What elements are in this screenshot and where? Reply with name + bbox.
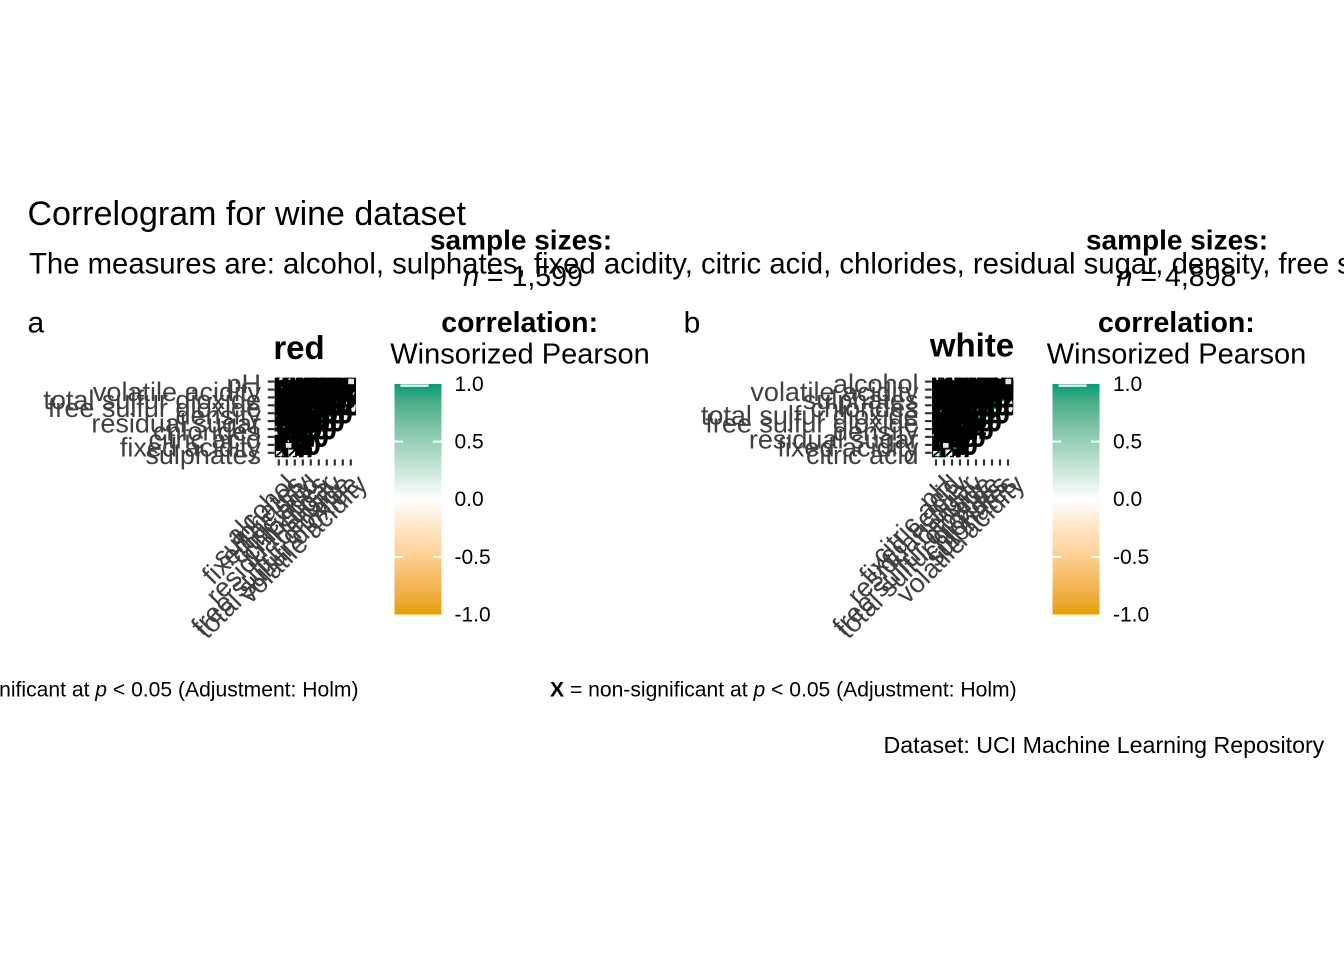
- svg-text:correlation:: correlation:: [441, 307, 598, 339]
- svg-text:residual sugar: residual sugar: [749, 424, 919, 454]
- svg-text:0.0: 0.0: [1113, 488, 1142, 511]
- svg-text:-1.0: -1.0: [1113, 604, 1149, 627]
- svg-text:sulphates: sulphates: [145, 440, 261, 470]
- svg-text:citric acid: citric acid: [148, 424, 261, 454]
- svg-text:-0.19: -0.19: [906, 423, 966, 453]
- svg-text:correlation:: correlation:: [1098, 307, 1255, 339]
- svg-text:Winsorized Pearson: Winsorized Pearson: [1047, 338, 1307, 370]
- svg-text:chlorides: chlorides: [810, 393, 918, 423]
- svg-text:1.00: 1.00: [293, 407, 345, 437]
- svg-text:0.11: 0.11: [254, 423, 304, 453]
- svg-text:alcohol: alcohol: [833, 369, 919, 399]
- svg-text:-0.20: -0.20: [249, 375, 309, 405]
- svg-text:1.00: 1.00: [261, 438, 313, 468]
- svg-text:1.0: 1.0: [1113, 373, 1142, 396]
- svg-text:volatile acidity: volatile acidity: [93, 377, 262, 407]
- svg-text:1.0: 1.0: [455, 373, 484, 396]
- svg-text:fixed acidity: fixed acidity: [777, 432, 919, 462]
- svg-text:pH: pH: [226, 369, 261, 399]
- svg-text:total sulfur dioxide: total sulfur dioxide: [43, 385, 261, 415]
- svg-text:0.06: 0.06: [285, 375, 337, 405]
- svg-text:total sulfur dioxide: total sulfur dioxide: [701, 401, 919, 431]
- svg-text:sample sizes:: sample sizes:: [430, 225, 612, 256]
- svg-text:1.00: 1.00: [918, 438, 970, 468]
- svg-text:0.04: 0.04: [253, 407, 305, 437]
- svg-text:X = non-significant at p < 0.0: X = non-significant at p < 0.05 (Adjustm…: [550, 679, 1017, 702]
- svg-text:residual sugar: residual sugar: [91, 409, 261, 439]
- svg-text:0.5: 0.5: [455, 431, 484, 454]
- svg-text:-0.78: -0.78: [938, 367, 998, 397]
- svg-text:n = 1,599: n = 1,599: [463, 261, 583, 293]
- svg-text:fixed acidity: fixed acidity: [120, 432, 262, 462]
- svg-text:volatile acidity: volatile acidity: [750, 377, 919, 407]
- svg-text:0.0: 0.0: [455, 488, 484, 511]
- svg-text:sulphates: sulphates: [803, 385, 919, 415]
- svg-text:citric acid: citric acid: [806, 440, 919, 470]
- svg-text:-1.0: -1.0: [455, 604, 491, 627]
- svg-text:red: red: [273, 329, 324, 366]
- svg-text:1.00: 1.00: [950, 407, 1002, 437]
- svg-text:-0.5: -0.5: [455, 546, 491, 569]
- svg-text:a: a: [28, 307, 45, 340]
- svg-text:1.00: 1.00: [269, 431, 321, 461]
- svg-text:1.00: 1.00: [958, 399, 1010, 429]
- svg-text:-0.5: -0.5: [1113, 546, 1149, 569]
- svg-text:1.00: 1.00: [277, 423, 329, 453]
- svg-text:-0.11: -0.11: [265, 383, 324, 413]
- svg-text:0.5: 0.5: [1113, 431, 1142, 454]
- svg-text:b: b: [684, 307, 701, 340]
- svg-text:-0.25: -0.25: [946, 367, 1006, 397]
- svg-text:Winsorized Pearson: Winsorized Pearson: [390, 338, 650, 370]
- svg-text:1.00: 1.00: [309, 391, 361, 421]
- svg-text:sample sizes:: sample sizes:: [1086, 225, 1268, 256]
- svg-text:0.14: 0.14: [277, 407, 329, 437]
- svg-text:0.06: 0.06: [934, 375, 986, 405]
- svg-text:free sulfur dioxide: free sulfur dioxide: [705, 409, 918, 439]
- svg-text:The measures are: alcohol, sul: The measures are: alcohol, sulphates, fi…: [29, 248, 1344, 281]
- svg-text:density: density: [175, 401, 261, 431]
- svg-text:Dataset: UCI Machine Learning: Dataset: UCI Machine Learning Repository: [884, 732, 1325, 758]
- svg-text:-0.27: -0.27: [281, 367, 341, 397]
- svg-text:chlorides: chlorides: [153, 417, 261, 447]
- svg-text:density: density: [833, 417, 919, 447]
- svg-text:white: white: [929, 327, 1014, 364]
- svg-text:n = 4,898: n = 4,898: [1117, 261, 1237, 293]
- svg-text:free sulfur dioxide: free sulfur dioxide: [48, 393, 261, 423]
- svg-text:X = non-significant at p < 0.0: X = non-significant at p < 0.05 (Adjustm…: [0, 679, 359, 702]
- svg-text:Correlogram for wine dataset: Correlogram for wine dataset: [28, 195, 467, 233]
